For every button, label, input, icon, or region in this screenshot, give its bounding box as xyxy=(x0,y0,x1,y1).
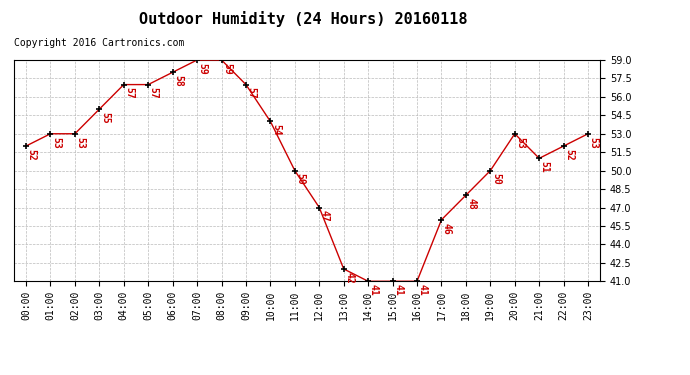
Text: 53: 53 xyxy=(589,136,599,148)
Text: 41: 41 xyxy=(417,284,428,296)
Text: 53: 53 xyxy=(51,136,61,148)
Text: 58: 58 xyxy=(173,75,184,87)
Text: 41: 41 xyxy=(368,284,379,296)
Text: 53: 53 xyxy=(75,136,86,148)
Text: 52: 52 xyxy=(27,149,37,160)
Text: 57: 57 xyxy=(124,87,135,99)
Text: 46: 46 xyxy=(442,223,452,234)
Text: 53: 53 xyxy=(515,136,525,148)
Text: 54: 54 xyxy=(271,124,281,136)
Text: 42: 42 xyxy=(344,272,354,284)
Text: 57: 57 xyxy=(246,87,257,99)
Text: 48: 48 xyxy=(466,198,477,210)
Text: 51: 51 xyxy=(540,161,550,173)
Text: 50: 50 xyxy=(491,173,501,185)
Text: 59: 59 xyxy=(197,63,208,75)
Text: Outdoor Humidity (24 Hours) 20160118: Outdoor Humidity (24 Hours) 20160118 xyxy=(139,11,468,27)
Text: 47: 47 xyxy=(320,210,330,222)
Text: Copyright 2016 Cartronics.com: Copyright 2016 Cartronics.com xyxy=(14,38,184,48)
Text: 55: 55 xyxy=(100,112,110,124)
Text: 50: 50 xyxy=(295,173,306,185)
Text: 52: 52 xyxy=(564,149,574,160)
Text: 41: 41 xyxy=(393,284,403,296)
Text: Humidity  (%): Humidity (%) xyxy=(519,39,595,49)
Text: 59: 59 xyxy=(222,63,232,75)
Text: 57: 57 xyxy=(149,87,159,99)
